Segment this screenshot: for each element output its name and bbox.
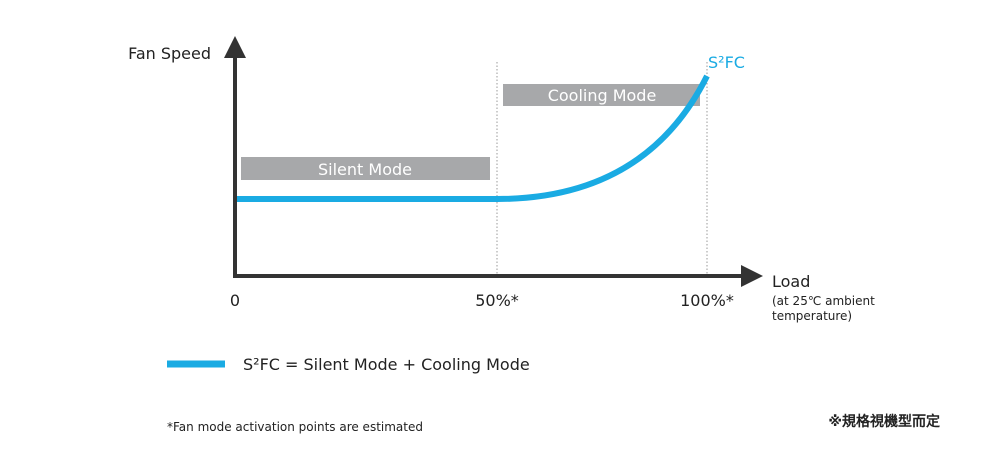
x-axis-label: Load <box>772 272 810 291</box>
x-arrow <box>741 265 763 287</box>
cooling-mode-label: Cooling Mode <box>548 86 657 105</box>
y-axis-label: Fan Speed <box>128 44 211 63</box>
silent-mode-label: Silent Mode <box>318 160 412 179</box>
s2fc-curve <box>236 74 710 202</box>
x-point-label: 100%* <box>680 291 734 310</box>
x-point-label: 0 <box>230 291 240 310</box>
x-axis-note: (at 25℃ ambient <box>772 294 875 308</box>
x-axis-note: temperature) <box>772 309 852 323</box>
model-note: ※規格視機型而定 <box>828 413 940 430</box>
y-arrow <box>224 36 246 58</box>
x-point-label: 50%* <box>475 291 519 310</box>
cooling-mode-box <box>503 84 700 106</box>
silent-mode-box <box>241 157 490 180</box>
footnote: *Fan mode activation points are estimate… <box>167 420 423 434</box>
curve-label: S²FC <box>708 53 745 72</box>
legend-label: S²FC = Silent Mode + Cooling Mode <box>243 355 530 374</box>
